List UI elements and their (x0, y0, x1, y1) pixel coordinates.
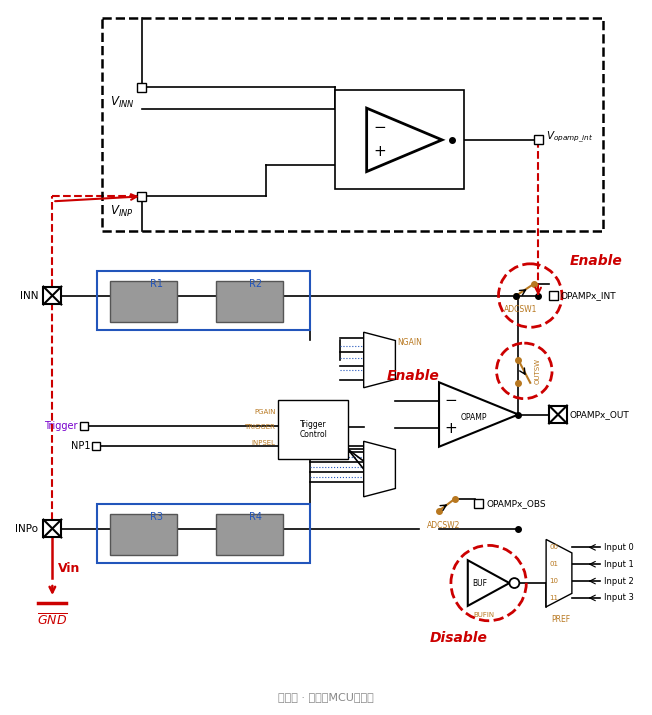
Text: −: − (373, 120, 386, 135)
Text: Input 0: Input 0 (604, 543, 633, 552)
Bar (335, 90, 464, 189)
Text: ADCSW1: ADCSW1 (503, 305, 537, 315)
Text: Vin: Vin (58, 562, 81, 575)
Text: NGAIN: NGAIN (397, 337, 422, 347)
Text: R4: R4 (249, 512, 262, 522)
Text: NP1: NP1 (70, 441, 90, 451)
Text: OUTSW: OUTSW (534, 358, 541, 384)
Bar (216, 513, 284, 556)
Polygon shape (364, 441, 395, 497)
Bar (278, 400, 348, 459)
Polygon shape (439, 383, 518, 447)
Bar (80, 423, 88, 430)
Text: +: + (445, 421, 457, 436)
Text: Disable: Disable (430, 631, 488, 645)
Text: BUF: BUF (472, 578, 487, 588)
Text: 11: 11 (549, 595, 558, 601)
Text: PREF: PREF (551, 615, 570, 623)
Text: R1: R1 (150, 279, 163, 289)
Bar (534, 135, 542, 144)
Bar (44, 287, 61, 305)
Polygon shape (364, 332, 395, 388)
Circle shape (509, 578, 520, 588)
Text: OPAMPx_OBS: OPAMPx_OBS (486, 499, 546, 508)
Text: TRIGGER: TRIGGER (244, 425, 275, 430)
Text: R3: R3 (150, 512, 163, 522)
Text: 公众号 · 恩智浦MCU加油站: 公众号 · 恩智浦MCU加油站 (278, 692, 374, 702)
Bar (548, 291, 557, 300)
Text: OPAMPx_INT: OPAMPx_INT (561, 291, 617, 300)
Text: OPAMP: OPAMP (460, 413, 487, 422)
Bar (474, 499, 483, 508)
Text: Enable: Enable (386, 369, 439, 383)
Text: $\overline{GND}$: $\overline{GND}$ (37, 613, 68, 628)
Text: 10: 10 (549, 578, 558, 584)
Bar (216, 281, 284, 322)
Polygon shape (366, 108, 442, 172)
Text: +: + (373, 144, 386, 159)
Text: INN: INN (20, 290, 38, 300)
Text: Input 2: Input 2 (604, 576, 633, 586)
Bar (549, 405, 567, 423)
Text: Input 3: Input 3 (604, 593, 634, 603)
Text: Enable: Enable (570, 254, 623, 268)
Bar (97, 271, 310, 330)
Bar (102, 18, 602, 231)
Text: Input 1: Input 1 (604, 560, 633, 568)
Bar (110, 281, 177, 322)
Text: PGAIN: PGAIN (254, 408, 275, 415)
Text: BUFIN: BUFIN (473, 612, 494, 618)
Text: INPo: INPo (16, 523, 38, 533)
Bar (44, 520, 61, 538)
Bar (137, 192, 146, 201)
Text: $V_{opamp\_int}$: $V_{opamp\_int}$ (546, 130, 594, 145)
Text: ADCSW2: ADCSW2 (427, 521, 461, 530)
Text: Trigger
Control: Trigger Control (299, 420, 327, 439)
Text: Trigger: Trigger (44, 421, 77, 431)
Bar (137, 83, 146, 92)
Text: INPSEL: INPSEL (252, 440, 275, 446)
Text: −: − (445, 393, 457, 408)
Text: 01: 01 (549, 561, 558, 567)
Polygon shape (467, 561, 509, 606)
Text: R2: R2 (249, 279, 262, 289)
Text: $V_{INP}$: $V_{INP}$ (110, 204, 134, 220)
Bar (97, 504, 310, 563)
Bar (92, 443, 100, 450)
Bar (110, 513, 177, 556)
Text: OPAMPx_OUT: OPAMPx_OUT (570, 410, 630, 419)
Text: $V_{INN}$: $V_{INN}$ (110, 95, 134, 110)
Text: 00: 00 (549, 544, 558, 551)
Polygon shape (546, 539, 572, 607)
